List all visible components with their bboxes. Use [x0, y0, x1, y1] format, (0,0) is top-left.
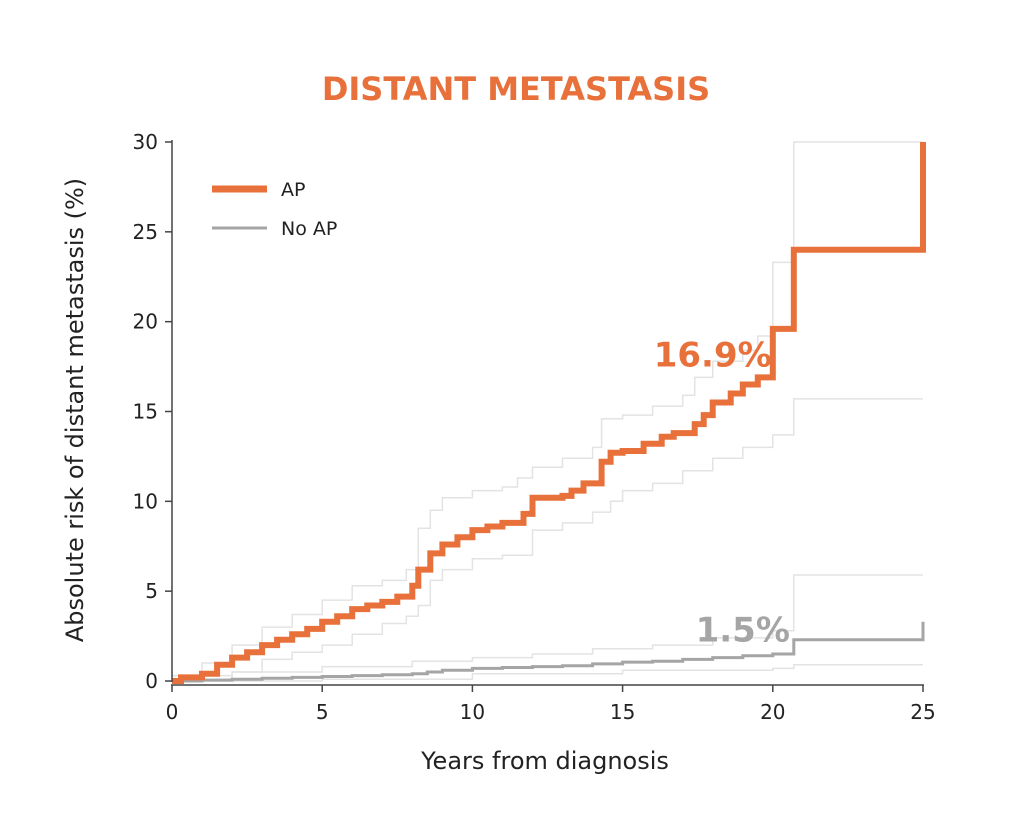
series-lines [172, 142, 926, 684]
y-tick-label: 15 [133, 400, 158, 424]
annotations: 16.9% 1.5% [654, 336, 790, 651]
axes: 0 5 10 15 20 25 0 5 10 15 20 25 30 [133, 130, 936, 724]
legend: AP No AP [212, 179, 337, 240]
y-tick-label: 10 [133, 489, 158, 513]
y-tick-label: 25 [133, 220, 158, 244]
y-tick-label: 5 [145, 579, 158, 603]
x-tick-label: 15 [610, 700, 635, 724]
x-tick-label: 5 [316, 700, 329, 724]
no-ap-legend-label: No AP [281, 218, 337, 240]
ap-final-value-label: 16.9% [654, 336, 772, 376]
ap-lower-ci-line [172, 398, 923, 682]
y-tick-label: 0 [145, 669, 158, 693]
no-ap-lower-ci-line [172, 664, 923, 682]
ap-upper-ci-line [172, 141, 923, 677]
x-tick-label: 0 [166, 700, 179, 724]
no-ap-final-value-label: 1.5% [696, 610, 790, 650]
no-ap-series-line [172, 621, 925, 683]
y-tick-label: 20 [133, 310, 158, 334]
x-tick-label: 25 [910, 700, 935, 724]
chart-title: DISTANT METASTASIS [322, 70, 710, 108]
ap-series-line [172, 142, 926, 684]
x-axis-label: Years from diagnosis [420, 747, 669, 775]
y-tick-label: 30 [133, 130, 158, 154]
x-tick-label: 10 [460, 700, 485, 724]
ap-legend-label: AP [281, 179, 305, 201]
x-tick-label: 20 [760, 700, 785, 724]
no-ap-upper-ci-line [172, 574, 923, 677]
confidence-intervals [172, 141, 923, 682]
y-axis-label: Absolute risk of distant metastasis (%) [61, 178, 89, 642]
